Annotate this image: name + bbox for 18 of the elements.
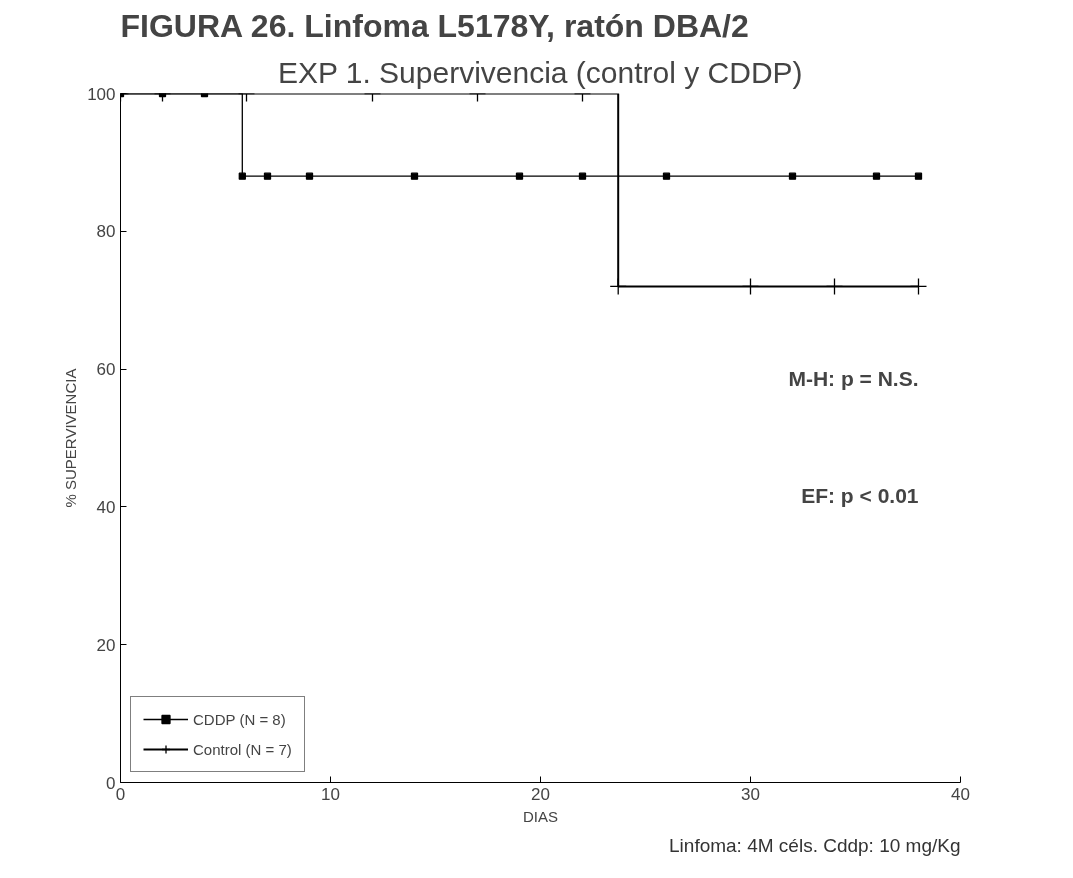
- y-tick-label: 100: [87, 84, 116, 104]
- y-tick-label: 80: [96, 222, 116, 242]
- x-tick-label: 20: [531, 784, 550, 804]
- chart-subtitle: EXP 1. Supervivencia (control y CDDP): [277, 55, 803, 89]
- annotation: M-H: p = N.S.: [788, 366, 919, 390]
- text: Linfoma: 4M céls. Cddp: 10 mg/Kg: [669, 834, 961, 856]
- legend-label: Control (N = 7): [193, 740, 292, 758]
- chart-title: FIGURA 26. Linfoma L5178Y, ratón DBA/2: [120, 7, 749, 44]
- x-tick-label: 10: [321, 784, 340, 804]
- legend-label: CDDP (N = 8): [193, 710, 286, 728]
- x-tick-label: 30: [741, 784, 760, 804]
- x-tick-label: 40: [951, 784, 970, 804]
- y-tick-label: 40: [96, 497, 116, 517]
- y-axis-title: % SUPERVIVENCIA: [62, 368, 80, 508]
- y-tick-label: 60: [96, 360, 116, 380]
- annotation: EF: p < 0.01: [801, 483, 919, 507]
- x-axis-title: DIAS: [523, 807, 559, 825]
- y-tick-label: 20: [96, 635, 116, 655]
